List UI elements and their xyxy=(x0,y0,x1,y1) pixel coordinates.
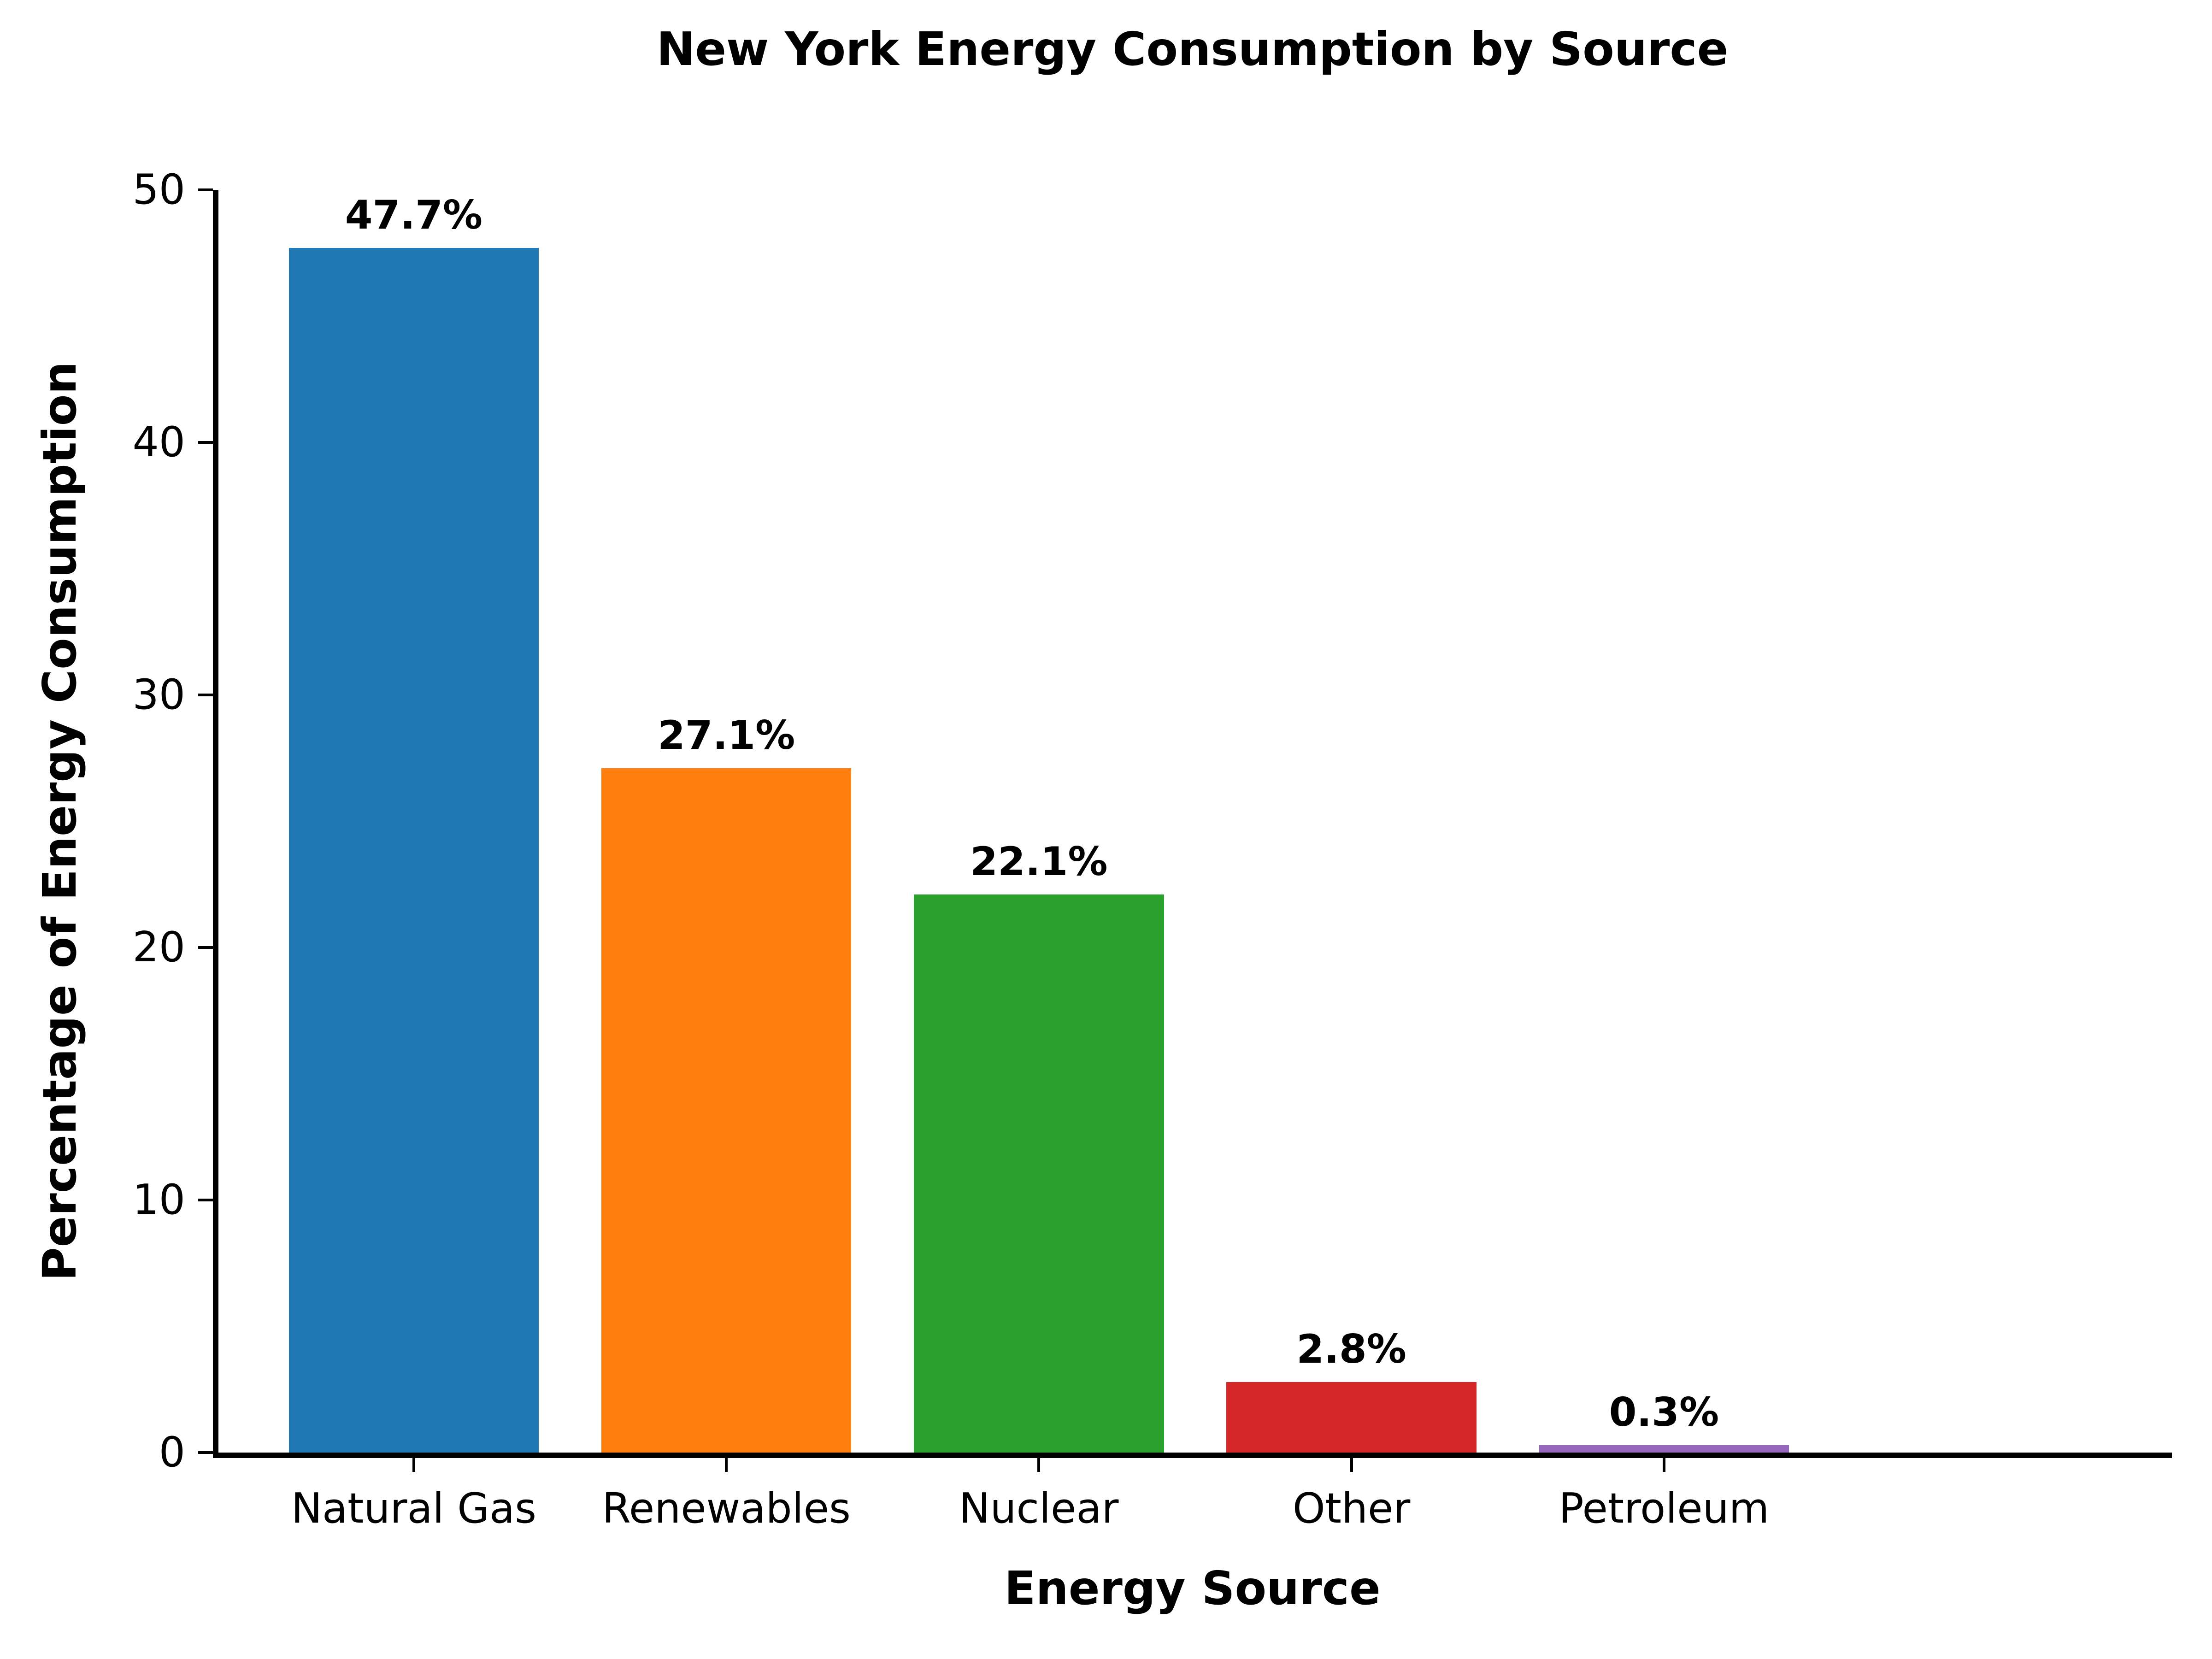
y-tick-mark-30 xyxy=(198,694,213,696)
x-tick-mark-natural-gas xyxy=(412,1458,415,1472)
x-tick-label-other: Other xyxy=(1292,1484,1411,1533)
x-tick-mark-other xyxy=(1350,1458,1353,1472)
bar-other xyxy=(1226,1382,1477,1453)
y-tick-mark-40 xyxy=(198,441,213,444)
plot-area: 47.7% 27.1% 22.1% 2.8% 0.3% xyxy=(213,190,2172,1458)
x-tick-mark-nuclear xyxy=(1037,1458,1041,1472)
x-tick-label-nuclear: Nuclear xyxy=(959,1484,1119,1533)
x-tick-label-renewables: Renewables xyxy=(602,1484,851,1533)
y-tick-label-30: 30 xyxy=(132,671,185,719)
x-tick-label-natural-gas: Natural Gas xyxy=(291,1484,537,1533)
y-tick-mark-50 xyxy=(198,188,213,191)
bar-renewables xyxy=(601,768,852,1453)
y-tick-mark-10 xyxy=(198,1199,213,1201)
x-tick-label-petroleum: Petroleum xyxy=(1559,1484,1770,1533)
y-tick-mark-0 xyxy=(198,1451,213,1454)
y-tick-label-0: 0 xyxy=(159,1428,185,1477)
y-tick-label-10: 10 xyxy=(132,1176,185,1224)
bar-value-label-nuclear: 22.1% xyxy=(970,838,1108,885)
x-axis-label: Energy Source xyxy=(1004,1561,1381,1615)
chart-title: New York Energy Consumption by Source xyxy=(656,22,1729,76)
y-tick-label-50: 50 xyxy=(132,165,185,214)
bar-value-label-renewables: 27.1% xyxy=(657,712,795,759)
bar-value-label-petroleum: 0.3% xyxy=(1609,1389,1719,1435)
x-tick-mark-renewables xyxy=(725,1458,728,1472)
y-tick-label-20: 20 xyxy=(132,923,185,971)
bar-nuclear xyxy=(914,894,1164,1453)
y-axis-label: Percentage of Energy Consumption xyxy=(33,361,87,1281)
bar-petroleum xyxy=(1539,1445,1789,1453)
x-tick-mark-petroleum xyxy=(1662,1458,1665,1472)
bar-natural-gas xyxy=(288,248,539,1453)
y-tick-label-40: 40 xyxy=(132,418,185,466)
y-tick-mark-20 xyxy=(198,946,213,949)
bar-value-label-natural-gas: 47.7% xyxy=(345,192,483,239)
bar-value-label-other: 2.8% xyxy=(1296,1326,1406,1372)
